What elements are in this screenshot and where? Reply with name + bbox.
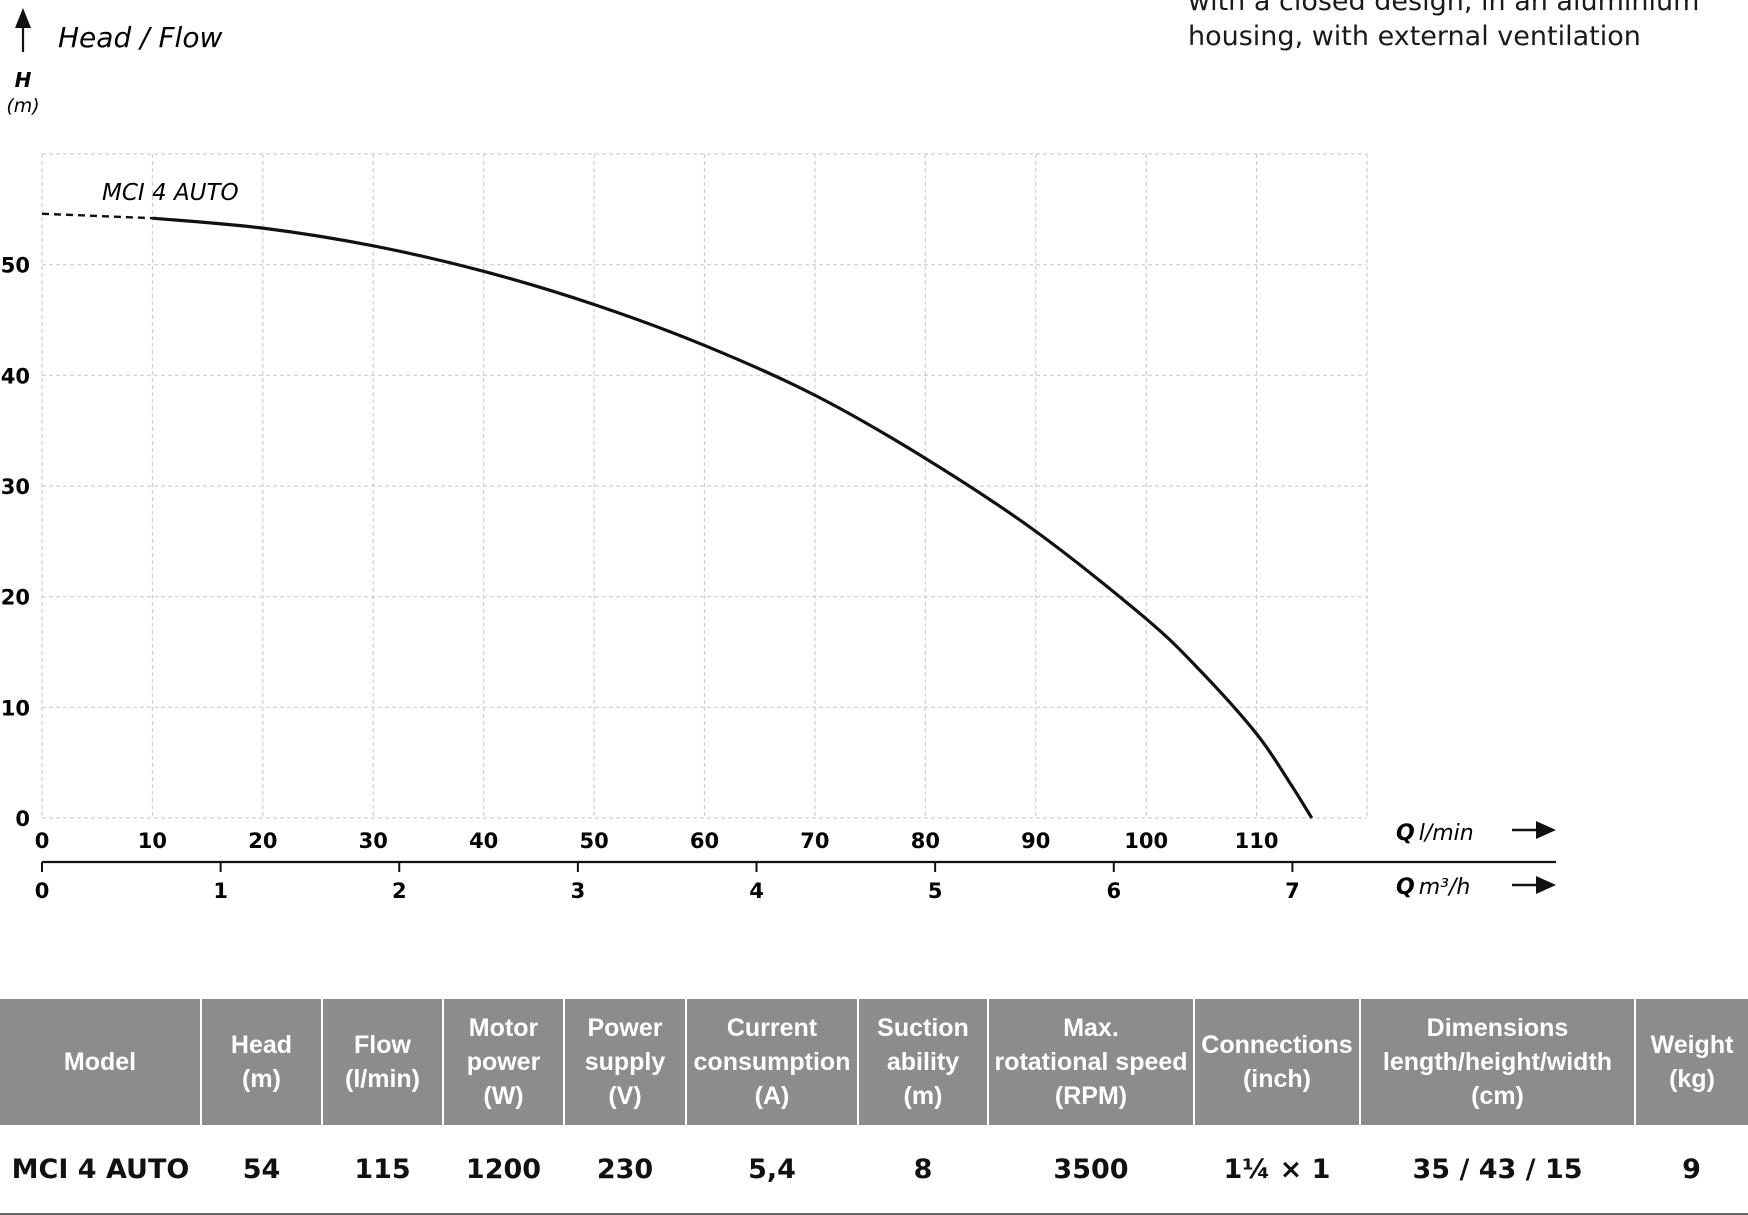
table-cell: 9	[1635, 1125, 1748, 1215]
table-header-line: Model	[63, 1048, 137, 1076]
x2-tick-label: 3	[571, 879, 586, 903]
table-header-cell: Suction ability (m)	[857, 999, 988, 1125]
x2-tick-label: 6	[1106, 879, 1121, 903]
y-tick-label: 0	[15, 807, 30, 831]
table-header-cell: Max. rotational speed (RPM)	[987, 999, 1194, 1125]
table-header-cell: Connections (inch)	[1193, 999, 1360, 1125]
table-cell: 54	[201, 1125, 322, 1215]
x2-tick-label: 1	[213, 879, 228, 903]
x2-axis-arrow-icon-head	[1536, 876, 1556, 894]
table-header-line: supply	[584, 1048, 666, 1076]
table-cell: 5,4	[686, 1125, 858, 1215]
y-axis-unit: (m)	[6, 95, 39, 117]
table-header-cell: Weight (kg)	[1634, 999, 1748, 1125]
x2-tick-label: 4	[749, 879, 764, 903]
chart-title: Head / Flow	[58, 21, 222, 54]
x2-axis-symbol: Q	[1396, 875, 1415, 900]
x-tick-label: 100	[1124, 829, 1168, 853]
y-tick-label: 10	[1, 696, 30, 720]
table-header-cell: Current consumption (A)	[685, 999, 858, 1125]
table-header-line: (V)	[608, 1082, 642, 1110]
table-header-cell: Dimensions length/height/width (cm)	[1359, 999, 1635, 1125]
table-header-line: (m)	[242, 1065, 281, 1093]
table-header-line: ability	[886, 1048, 960, 1076]
x2-axis-unit: m³/h	[1419, 875, 1471, 900]
table-header-line: power	[466, 1048, 541, 1076]
table-header-line: Max.	[1063, 1014, 1119, 1042]
table-header-line: Current	[726, 1014, 818, 1042]
series-label: MCI 4 AUTO	[102, 180, 239, 206]
y-tick-label: 50	[1, 254, 30, 278]
table-header-line: (m)	[903, 1082, 943, 1110]
x-tick-label: 110	[1235, 829, 1279, 853]
table-cell: MCI 4 AUTO	[0, 1125, 201, 1215]
table-cell: 1200	[443, 1125, 564, 1215]
table-cell: 35 / 43 / 15	[1360, 1125, 1635, 1215]
y-axis-label: H	[15, 68, 32, 92]
description-line: housing, with external ventilation	[1188, 21, 1641, 52]
y-tick-label: 30	[1, 475, 30, 499]
spec-table: Model Head (m) Flow (l/min) Motor power (W) Powe…	[0, 999, 1748, 1215]
table-header-cell: Power supply (V)	[563, 999, 686, 1125]
y-tick-label: 20	[1, 586, 30, 610]
table-header-line: Dimensions	[1426, 1014, 1569, 1042]
head-flow-chart: 0 10 20 30 40 50 0 10 20 30 40 50 60 70 80 90 100 110 0 1 2 3…	[1, 8, 1556, 903]
table-header-line: (inch)	[1242, 1065, 1312, 1093]
table-header-line: Flow	[354, 1031, 411, 1059]
table-header-line: Head	[230, 1031, 293, 1059]
table-header-line: rotational speed	[994, 1048, 1188, 1076]
table-header-line: Suction	[877, 1014, 969, 1042]
table-cell: 3500	[988, 1125, 1194, 1215]
x-tick-label: 60	[690, 829, 719, 853]
x-tick-label: 30	[359, 829, 388, 853]
table-row: MCI 4 AUTO 54 115 1200 230 5,4 8 3500 1¼ × 1 35 /…	[0, 1125, 1748, 1215]
table-header-line: (W)	[483, 1082, 524, 1110]
y-tick-label: 40	[1, 364, 30, 388]
table-header-line: (cm)	[1471, 1082, 1524, 1110]
table-header-line: Connections	[1201, 1031, 1353, 1059]
x-tick-label: 10	[138, 829, 167, 853]
table-header-line: (A)	[754, 1082, 790, 1110]
x-axis-symbol: Q	[1396, 821, 1415, 846]
x-tick-label: 80	[911, 829, 940, 853]
table-header-cell: Flow (l/min)	[321, 999, 443, 1125]
table-cell: 8	[858, 1125, 988, 1215]
x-tick-label: 40	[469, 829, 498, 853]
table-header-line: consumption	[693, 1048, 851, 1076]
table-header-cell: Head (m)	[200, 999, 322, 1125]
table-header-line: Weight	[1650, 1031, 1734, 1059]
product-description: with a closed design, in an aluminium ho…	[1188, 0, 1728, 54]
x2-tick-label: 0	[35, 879, 50, 903]
table-header-cell: Motor power (W)	[442, 999, 564, 1125]
y-axis-arrow-icon-head	[15, 8, 31, 28]
table-cell: 1¼ × 1	[1194, 1125, 1360, 1215]
series-extrapolated-segment	[41, 212, 153, 220]
x-tick-label: 0	[35, 829, 50, 853]
x-tick-label: 50	[579, 829, 608, 853]
table-header-line: (kg)	[1669, 1065, 1715, 1093]
table-header-line: Power	[587, 1014, 663, 1042]
table-header-cell: Model	[0, 999, 201, 1125]
x2-tick-label: 7	[1285, 879, 1300, 903]
series-line	[152, 216, 1314, 819]
x-axis-unit: l/min	[1419, 821, 1474, 846]
x2-tick-label: 2	[392, 879, 407, 903]
table-cell: 115	[322, 1125, 443, 1215]
x-axis-arrow-icon-head	[1536, 821, 1556, 839]
table-header-line: Motor	[468, 1014, 539, 1042]
x2-tick-label: 5	[928, 879, 943, 903]
x-tick-label: 90	[1021, 829, 1050, 853]
x-tick-label: 20	[248, 829, 277, 853]
x-tick-label: 70	[800, 829, 829, 853]
description-line: with a closed design, in an aluminium	[1188, 0, 1700, 17]
table-header-line: (l/min)	[345, 1065, 420, 1093]
table-header-line: (RPM)	[1054, 1082, 1128, 1110]
table-header-row: Model Head (m) Flow (l/min) Motor power (W) Powe…	[0, 999, 1748, 1125]
table-cell: 230	[564, 1125, 686, 1215]
table-header-line: length/height/width	[1382, 1048, 1613, 1076]
